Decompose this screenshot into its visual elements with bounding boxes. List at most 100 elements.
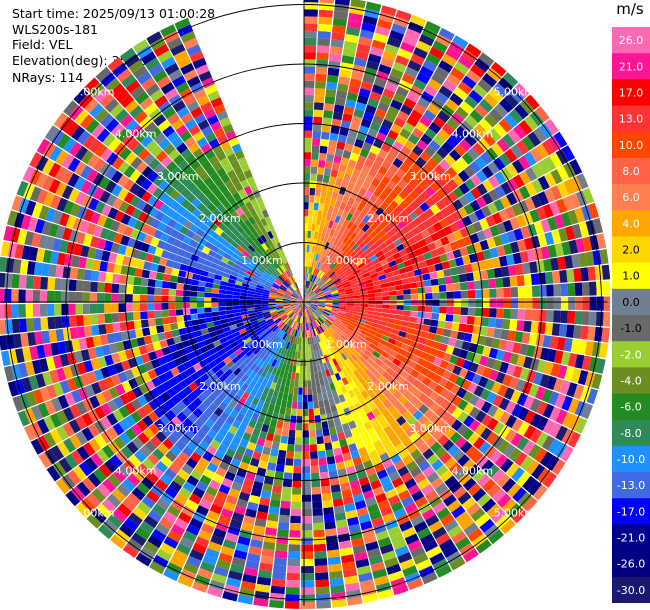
velocity-gate	[514, 451, 528, 467]
velocity-gate	[259, 277, 267, 283]
velocity-gate	[301, 544, 314, 552]
velocity-gate	[391, 410, 402, 421]
velocity-gate	[32, 290, 41, 303]
velocity-gate	[288, 429, 296, 438]
velocity-gate	[295, 282, 299, 290]
velocity-gate	[439, 218, 449, 229]
velocity-gate	[425, 306, 433, 313]
velocity-gate	[236, 388, 245, 398]
velocity-gate	[185, 153, 197, 165]
velocity-gate	[189, 296, 197, 303]
velocity-gate	[305, 330, 308, 338]
velocity-gate	[278, 449, 287, 458]
velocity-gate	[144, 102, 158, 116]
velocity-gate	[304, 309, 306, 317]
velocity-gate	[451, 322, 460, 331]
velocity-gate	[309, 245, 313, 253]
velocity-gate	[279, 507, 291, 516]
velocity-gate	[339, 233, 347, 242]
velocity-gate	[354, 326, 362, 333]
velocity-gate	[150, 218, 161, 229]
velocity-gate	[372, 486, 385, 497]
velocity-gate	[61, 316, 70, 328]
velocity-gate	[307, 290, 313, 297]
velocity-gate	[270, 237, 277, 246]
velocity-gate	[112, 62, 128, 78]
velocity-gate	[291, 295, 298, 299]
velocity-gate	[207, 212, 217, 222]
velocity-gate	[237, 351, 246, 359]
velocity-gate	[300, 309, 303, 317]
velocity-gate	[221, 477, 233, 488]
velocity-gate	[434, 334, 443, 343]
velocity-gate	[276, 376, 283, 385]
velocity-gate	[122, 255, 132, 266]
velocity-gate	[433, 239, 443, 249]
velocity-gate	[406, 91, 420, 103]
velocity-gate	[284, 601, 300, 609]
velocity-gate	[599, 249, 609, 265]
velocity-gate	[196, 137, 208, 148]
velocity-gate	[28, 246, 39, 261]
velocity-gate	[158, 101, 172, 114]
velocity-gate	[265, 380, 273, 389]
velocity-gate	[144, 121, 158, 135]
velocity-gate	[135, 174, 147, 187]
velocity-gate	[355, 101, 367, 112]
velocity-gate	[155, 150, 168, 163]
velocity-gate	[229, 341, 238, 349]
velocity-gate	[298, 302, 304, 307]
velocity-gate	[315, 310, 322, 315]
velocity-gate	[587, 266, 596, 281]
velocity-gate	[367, 239, 376, 248]
velocity-gate	[271, 286, 279, 291]
velocity-gate	[76, 481, 91, 497]
velocity-gate	[183, 94, 197, 106]
velocity-gate	[353, 351, 361, 359]
velocity-gate	[375, 250, 384, 258]
velocity-gate	[235, 216, 244, 226]
velocity-gate	[470, 334, 480, 344]
velocity-gate	[309, 282, 314, 290]
velocity-gate	[177, 423, 189, 434]
velocity-gate	[21, 245, 32, 260]
velocity-gate	[385, 464, 397, 476]
velocity-gate	[358, 36, 373, 47]
range-ring-label: 5.00km	[73, 86, 115, 99]
velocity-gate	[192, 487, 205, 499]
velocity-gate	[389, 200, 399, 210]
velocity-gate	[382, 185, 393, 196]
velocity-gate	[364, 158, 374, 168]
velocity-gate	[509, 353, 519, 365]
velocity-gate	[429, 46, 445, 60]
velocity-gate	[424, 286, 433, 293]
velocity-gate	[147, 278, 156, 287]
velocity-gate	[314, 558, 328, 566]
velocity-gate	[349, 152, 360, 162]
velocity-gate	[68, 188, 80, 203]
velocity-gate	[194, 113, 207, 125]
velocity-gate	[371, 339, 380, 347]
velocity-gate	[262, 386, 270, 395]
velocity-gate	[338, 540, 352, 550]
velocity-gate	[369, 354, 378, 362]
velocity-gate	[305, 273, 307, 281]
velocity-gate	[228, 399, 238, 410]
velocity-gate	[421, 571, 438, 585]
velocity-gate	[243, 260, 252, 268]
velocity-gate	[574, 282, 583, 296]
velocity-gate	[301, 558, 314, 567]
velocity-gate	[308, 306, 315, 313]
velocity-gate	[257, 317, 265, 323]
velocity-gate	[383, 441, 395, 452]
velocity-gate	[406, 374, 416, 385]
velocity-gate	[106, 493, 122, 508]
velocity-gate	[203, 468, 215, 480]
velocity-gate	[395, 55, 410, 67]
velocity-gate	[232, 344, 241, 353]
velocity-gate	[249, 371, 257, 380]
velocity-gate	[311, 223, 316, 232]
velocity-gate	[498, 425, 511, 439]
velocity-gate	[90, 281, 98, 292]
velocity-gate	[272, 335, 279, 343]
